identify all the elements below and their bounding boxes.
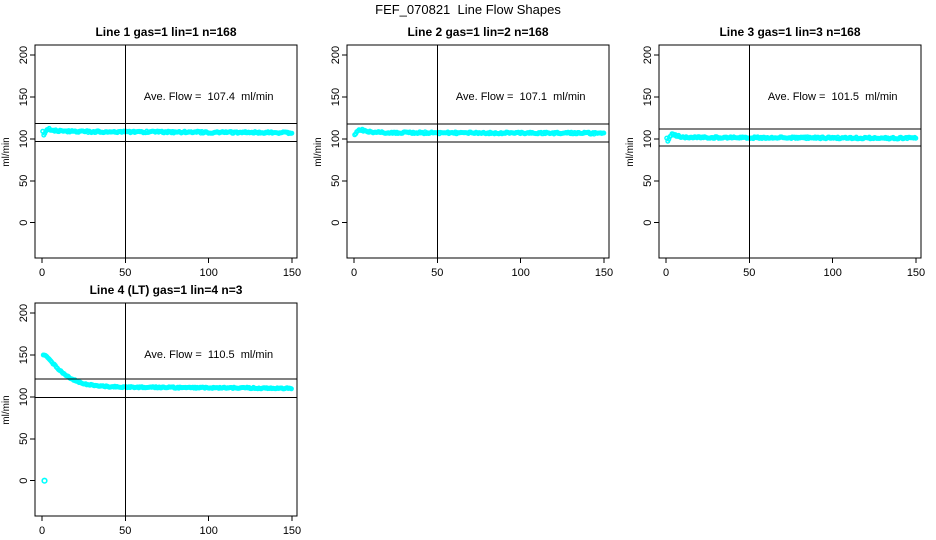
x-tick-label: 150 [907,267,925,279]
data-point [913,135,919,141]
plot-box [34,44,298,259]
ave-flow-annotation: Ave. Flow = 107.4 ml/min [144,91,274,103]
x-tick-label: 0 [663,267,669,279]
y-tick-label: 100 [18,130,30,148]
y-tick-label: 0 [330,220,342,226]
y-tick-label: 100 [18,388,30,406]
x-tick-label: 50 [743,267,755,279]
x-tick-label: 100 [824,267,842,279]
y-tick-label: 150 [18,346,30,364]
x-tick-label: 0 [39,267,45,279]
x-tick-label: 150 [283,525,301,537]
subplot-3: 0 50 100 150 0 50 100 150 200 ml/min Line 3 gas=1 … [625,25,925,279]
y-tick-label: 0 [18,478,30,484]
plot-box [658,44,922,259]
x-tick-label: 0 [351,267,357,279]
ave-flow-annotation: Ave. Flow = 101.5 ml/min [768,91,898,103]
x-tick-label: 100 [200,525,218,537]
x-tick-label: 0 [39,525,45,537]
flow-trace-points [40,352,294,484]
x-tick-label: 150 [595,267,613,279]
flow-trace-points [352,126,607,138]
x-tick-label: 150 [283,267,301,279]
subplot-2: 0 50 100 150 0 50 100 150 200 ml/min Line 2 gas=1 … [313,25,613,279]
x-tick-label: 100 [200,267,218,279]
y-tick-label: 100 [642,130,654,148]
y-tick-label: 50 [18,433,30,445]
y-axis-label: ml/min [625,137,636,166]
y-tick-label: 200 [18,46,30,64]
data-point [601,130,607,136]
x-tick-label: 50 [119,525,131,537]
data-point [289,130,295,136]
y-tick-label: 50 [330,175,342,187]
y-tick-label: 150 [18,88,30,106]
ave-flow-annotation: Ave. Flow = 110.5 ml/min [144,349,273,361]
y-axis-label: ml/min [1,395,12,424]
y-tick-label: 100 [330,130,342,148]
figure-title: FEF_070821 Line Flow Shapes [375,2,561,17]
y-tick-label: 200 [18,304,30,322]
y-axis-label: ml/min [1,137,12,166]
y-tick-label: 200 [642,46,654,64]
plot-box [34,302,298,517]
outlier-point [41,477,48,484]
y-tick-label: 150 [330,88,342,106]
y-tick-label: 0 [18,220,30,226]
subplot-title: Line 4 (LT) gas=1 lin=4 n=3 [90,283,243,297]
y-tick-label: 200 [330,46,342,64]
ave-flow-annotation: Ave. Flow = 107.1 ml/min [456,91,586,103]
y-axis-label: ml/min [313,137,324,166]
subplot-4: 0 50 100 150 0 50 100 150 200 ml/min Line 4 (LT) g… [1,283,301,537]
subplot-title: Line 3 gas=1 lin=3 n=168 [719,25,860,39]
plot-box [346,44,610,259]
subplot-title: Line 2 gas=1 lin=2 n=168 [407,25,548,39]
data-point [288,386,294,392]
x-tick-label: 50 [119,267,131,279]
subplot-1: 0 50 100 150 0 50 100 150 200 ml/min Line 1 gas=1 … [1,25,301,279]
y-tick-label: 0 [642,220,654,226]
y-tick-label: 50 [18,175,30,187]
flow-trace-points [664,131,919,144]
x-tick-label: 100 [512,267,530,279]
y-tick-label: 50 [642,175,654,187]
subplot-title: Line 1 gas=1 lin=1 n=168 [95,25,236,39]
y-tick-label: 150 [642,88,654,106]
flow-trace-points [40,125,295,138]
x-tick-label: 50 [431,267,443,279]
